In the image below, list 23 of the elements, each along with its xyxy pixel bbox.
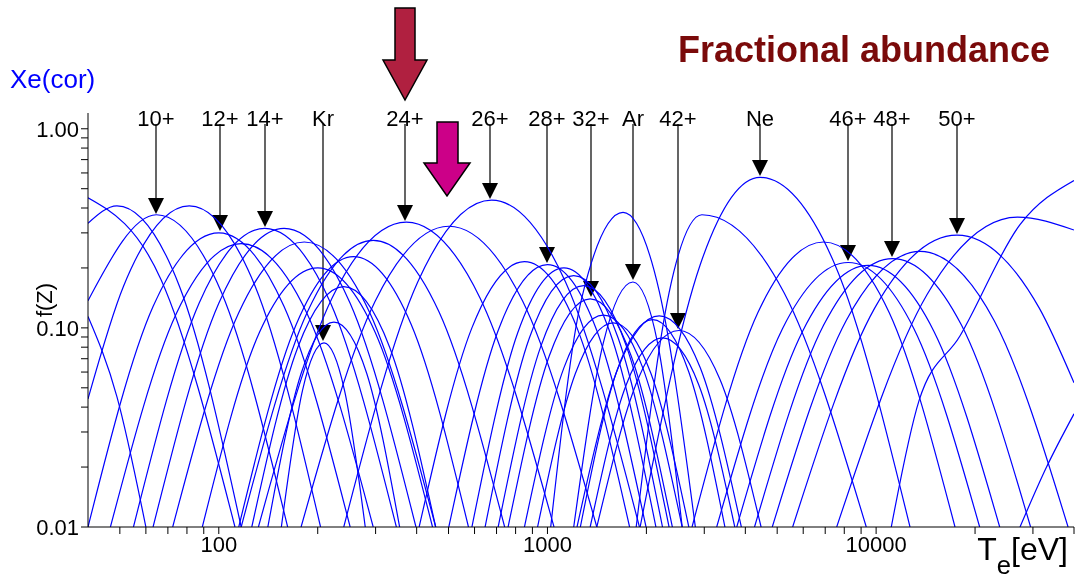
x-tick-label: 1000: [522, 531, 572, 557]
annotation: 32+: [572, 106, 610, 131]
y-tick-label: 1.00: [36, 116, 79, 142]
annotation: 12+: [201, 106, 239, 131]
annotation: 26+: [471, 106, 509, 131]
annotation: 28+: [528, 106, 566, 131]
annotation: 14+: [246, 106, 284, 131]
x-axis-title: T$_{e}$[eV]: [977, 531, 1068, 579]
y-axis-title: f(Z): [32, 282, 57, 318]
x-tick-label: 10000: [845, 531, 907, 557]
annotation: 24+: [386, 106, 424, 131]
y-tick-label: 0.01: [36, 514, 79, 540]
annotation: 42+: [659, 106, 697, 131]
annotation: Kr: [312, 106, 334, 131]
text: Xe(cor): [10, 64, 96, 94]
chart-title: Fractional abundance: [677, 29, 1050, 70]
annotation: 50+: [938, 106, 976, 131]
annotation: 48+: [873, 106, 911, 131]
annotation: Ar: [622, 106, 644, 131]
annotation: 10+: [137, 106, 175, 131]
x-tick-label: 100: [200, 531, 238, 557]
annotation: 46+: [829, 106, 867, 131]
annotation: Ne: [745, 106, 775, 131]
